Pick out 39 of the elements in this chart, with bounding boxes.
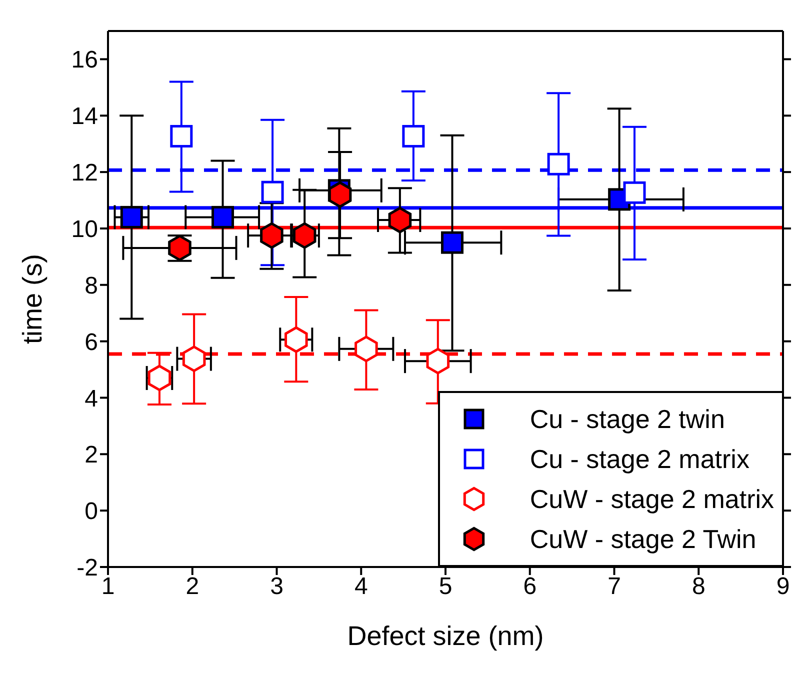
x-tick-label: 8 — [692, 573, 706, 600]
x-tick-label: 7 — [608, 573, 621, 600]
x-tick-label: 2 — [186, 573, 200, 600]
y-tick-label: 2 — [84, 442, 98, 469]
x-tick-label: 9 — [776, 573, 790, 600]
point — [388, 206, 412, 234]
point — [284, 326, 308, 353]
point — [212, 206, 234, 228]
point — [182, 346, 206, 372]
point — [623, 181, 646, 204]
point — [328, 181, 352, 208]
x-tick-label: 4 — [354, 573, 368, 600]
point — [260, 222, 284, 249]
y-tick-label: 14 — [71, 103, 98, 130]
y-tick-label: 10 — [71, 216, 98, 243]
legend-label: CuW - stage 2 Twin — [530, 524, 756, 554]
y-tick-label: 0 — [84, 498, 98, 526]
point — [354, 336, 378, 362]
point — [170, 124, 193, 148]
point — [402, 124, 425, 148]
point — [426, 348, 450, 374]
x-axis-title: Defect size (nm) — [347, 621, 544, 651]
x-tick-label: 1 — [101, 573, 115, 600]
y-tick-label: 6 — [84, 328, 98, 356]
y-tick-label: 4 — [84, 385, 98, 412]
point — [547, 152, 570, 176]
legend-label: Cu - stage 2 matrix — [530, 444, 750, 474]
x-tick-label: 3 — [270, 573, 284, 600]
x-tick-label: 5 — [438, 573, 452, 600]
x-tick-label: 6 — [523, 573, 537, 600]
y-tick-label: 16 — [71, 46, 98, 74]
y-tick-label: 8 — [84, 272, 98, 300]
point — [120, 206, 143, 228]
legend-label: Cu - stage 2 twin — [530, 404, 725, 434]
y-tick-label: -2 — [76, 554, 98, 582]
y-tick-label: 12 — [71, 160, 98, 187]
point — [441, 231, 464, 254]
y-axis-title: time (s) — [18, 254, 48, 344]
legend-label: CuW - stage 2 matrix — [530, 484, 774, 514]
